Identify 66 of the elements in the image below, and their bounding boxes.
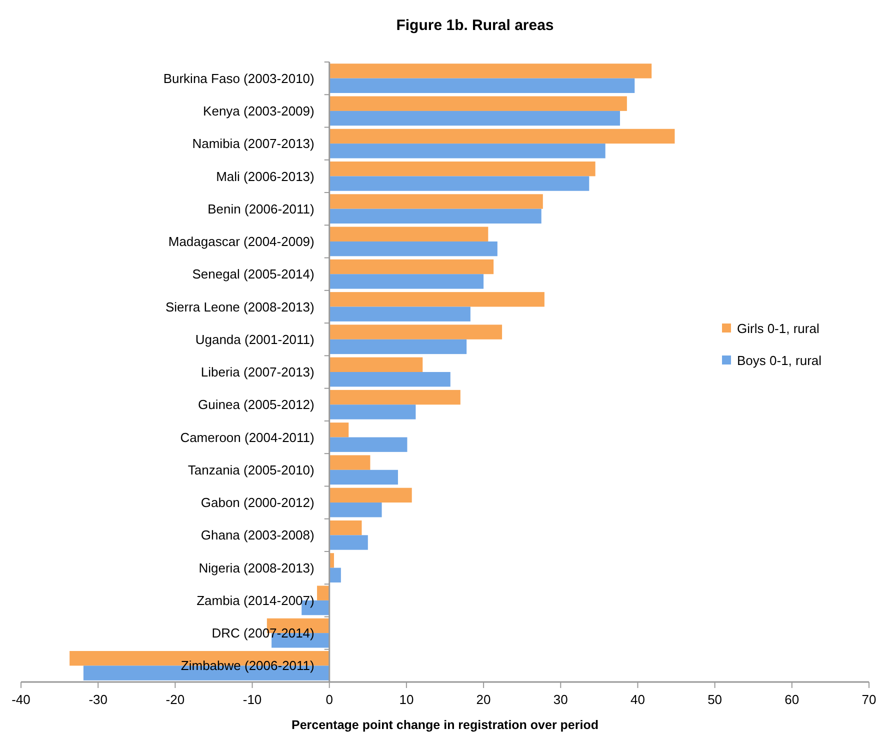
bar xyxy=(329,390,460,405)
bar xyxy=(329,208,542,224)
bar xyxy=(329,372,450,387)
y-tick-label: Ghana (2003-2008) xyxy=(200,528,314,543)
bar xyxy=(329,96,627,111)
bar xyxy=(329,324,502,340)
y-tick-label: Sierra Leone (2008-2013) xyxy=(165,299,314,314)
bar xyxy=(329,162,596,176)
y-tick-label: Uganda (2001-2011) xyxy=(195,332,314,347)
y-tick-label: Liberia (2007-2013) xyxy=(200,364,314,380)
bar xyxy=(329,194,543,209)
bar xyxy=(329,144,606,158)
bar xyxy=(329,488,412,503)
bar xyxy=(329,259,494,274)
x-tick-label: 50 xyxy=(708,692,722,707)
x-tick-label: 70 xyxy=(862,692,876,707)
legend-label: Boys 0-1, rural xyxy=(737,353,822,368)
y-tick-label: Kenya (2003-2009) xyxy=(203,103,314,118)
bar xyxy=(329,292,544,307)
y-tick-label: Cameroon (2004-2011) xyxy=(180,430,314,445)
bar xyxy=(329,226,488,242)
x-tick-label: 30 xyxy=(553,692,568,707)
chart-title: Figure 1b. Rural areas xyxy=(396,17,554,34)
x-tick-label: -40 xyxy=(12,692,30,707)
bar xyxy=(329,520,362,536)
bar xyxy=(329,241,498,256)
bar xyxy=(329,176,590,191)
y-tick-label: Benin (2006-2011) xyxy=(208,201,314,216)
y-tick-label: Mali (2006-2013) xyxy=(216,168,314,184)
x-tick-label: 40 xyxy=(630,692,645,707)
y-tick-label: Tanzania (2005-2010) xyxy=(188,462,314,478)
x-tick-label: 10 xyxy=(399,692,414,707)
y-tick-label: Zambia (2014-2007) xyxy=(196,592,314,608)
bar xyxy=(329,470,398,485)
x-tick-label: 60 xyxy=(784,692,800,707)
bar xyxy=(329,437,408,452)
y-tick-label: Guinea (2005-2012) xyxy=(198,397,314,412)
bar xyxy=(329,306,470,322)
bar xyxy=(329,404,416,420)
x-axis-title: Percentage point change in registration over period xyxy=(291,718,599,732)
bar xyxy=(329,422,349,438)
y-tick-label: Gabon (2000-2012) xyxy=(200,495,314,510)
x-tick-label: 20 xyxy=(476,692,491,707)
bar xyxy=(329,455,370,470)
x-tick-label: 0 xyxy=(326,692,333,707)
bar xyxy=(329,535,368,550)
bar xyxy=(329,502,382,518)
bar xyxy=(329,64,652,78)
bar xyxy=(329,128,675,144)
y-tick-label: Senegal (2005-2014) xyxy=(192,266,314,282)
bar xyxy=(329,274,484,289)
y-tick-label: Madagascar (2004-2009) xyxy=(168,234,314,250)
bar xyxy=(317,586,330,600)
y-tick-label: Nigeria (2008-2013) xyxy=(198,560,314,576)
bar xyxy=(329,357,423,372)
y-tick-label: DRC (2007-2014) xyxy=(212,626,314,641)
bar xyxy=(329,78,635,93)
bar xyxy=(329,568,341,582)
y-tick-label: Burkina Faso (2003-2010) xyxy=(163,70,314,86)
x-tick-label: -20 xyxy=(166,692,185,707)
bar xyxy=(329,110,620,126)
y-tick-label: Namibia (2007-2013) xyxy=(192,136,314,152)
bar xyxy=(329,339,467,354)
x-tick-label: -10 xyxy=(242,692,262,707)
legend-label: Girls 0-1, rural xyxy=(737,321,820,336)
x-tick-label: -30 xyxy=(88,692,108,707)
